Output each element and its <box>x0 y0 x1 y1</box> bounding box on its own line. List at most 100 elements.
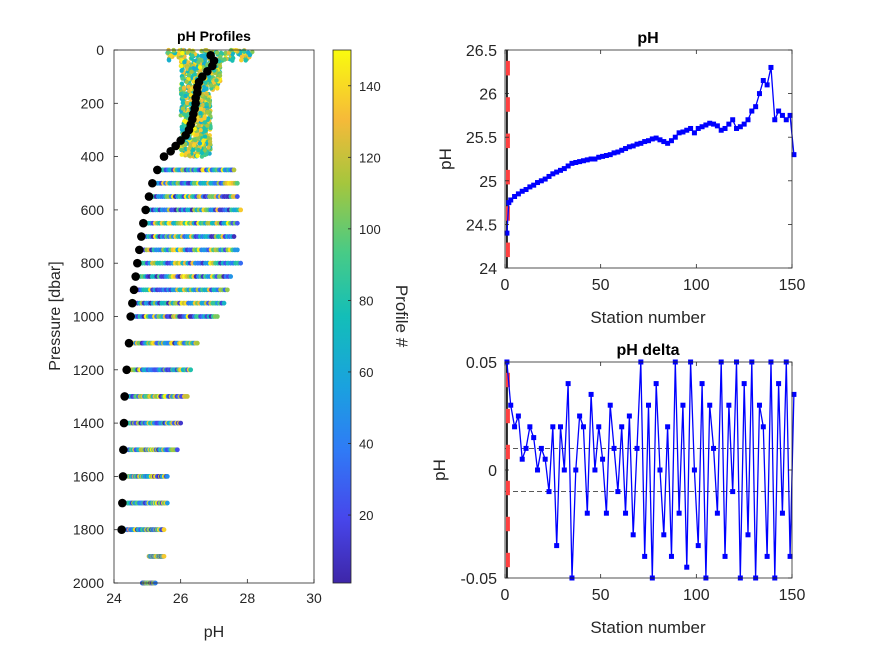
profile-point <box>176 51 182 57</box>
reference-profile-point <box>119 445 128 455</box>
series-point <box>554 169 560 175</box>
profile-point <box>190 53 195 58</box>
series-point <box>588 156 594 162</box>
series-point <box>756 402 762 408</box>
series-point <box>580 424 586 430</box>
series-point <box>657 467 663 473</box>
series-point <box>779 112 785 118</box>
x-tick-label: 150 <box>779 587 806 604</box>
series-point <box>577 413 583 419</box>
series-point <box>623 146 629 152</box>
series-point <box>561 467 567 473</box>
profile-point <box>206 135 211 141</box>
series-point <box>680 129 686 135</box>
profile-point <box>214 314 220 319</box>
y-tick-label: 0 <box>96 42 104 58</box>
profile-point <box>184 394 190 399</box>
x-tick-label: 24 <box>106 590 122 606</box>
series-point <box>546 173 552 179</box>
profile-point <box>199 53 204 59</box>
series-point <box>554 543 560 549</box>
profile-point <box>201 87 207 93</box>
profile-point <box>174 447 180 453</box>
series-point <box>764 553 770 559</box>
profile-point <box>180 50 185 56</box>
x-tick-label: 30 <box>306 590 322 606</box>
profile-point <box>234 194 240 199</box>
profile-point <box>200 102 206 108</box>
profile-point <box>221 300 227 306</box>
profile-point <box>181 112 187 117</box>
profile-point <box>194 340 200 346</box>
series-point <box>565 163 571 169</box>
y-tick-label: 200 <box>81 95 105 111</box>
series-point <box>699 381 705 387</box>
colorbar-tick-label: 140 <box>359 79 381 94</box>
series-point <box>596 424 602 430</box>
profile-point <box>198 128 203 133</box>
series-point <box>573 467 579 473</box>
profile-point <box>202 120 208 125</box>
reference-profile-point <box>153 165 162 175</box>
series-point <box>657 137 663 143</box>
profile-point <box>208 83 214 88</box>
profile-point <box>203 55 208 61</box>
profile-point <box>180 100 186 106</box>
profile-point <box>180 76 185 81</box>
reference-profile-point <box>131 272 140 281</box>
profile-point <box>228 274 234 279</box>
profiles-ticks: 24 26 28 30 0 200 400 600 800 1000 1200 1400 1600 180… <box>73 42 322 606</box>
series-point <box>691 467 697 473</box>
reference-profile-point <box>148 178 157 188</box>
colorbar-tick-label: 100 <box>359 222 381 237</box>
profiles-title: pH Profiles <box>177 28 251 44</box>
y-tick-label: 25.5 <box>466 130 497 147</box>
y-tick-label: 800 <box>81 255 105 271</box>
colorbar-tick-label: 60 <box>359 365 373 380</box>
profile-point <box>192 72 197 77</box>
reference-profile-point <box>118 472 128 481</box>
profiles-panel: 24 26 28 30 0 200 400 600 800 1000 1200 1400 1600 180… <box>47 28 411 641</box>
profile-point <box>191 147 196 153</box>
series-point <box>768 64 774 70</box>
series-point <box>791 391 797 397</box>
colorbar-tick-label: 80 <box>359 293 373 308</box>
series-point <box>603 153 609 159</box>
y-tick-label: 1600 <box>73 468 104 484</box>
series-point <box>527 184 533 190</box>
ph-data-layer <box>504 50 797 268</box>
profiles-y-label: Pressure [dbar] <box>47 261 64 370</box>
series-point <box>638 140 644 146</box>
profile-point <box>186 146 192 151</box>
series-point <box>646 138 651 144</box>
series-point <box>550 424 556 430</box>
series-point <box>626 413 632 419</box>
profile-point <box>180 106 186 111</box>
series-point <box>684 127 690 133</box>
reference-profile-point <box>129 285 139 295</box>
profiles-x-label: pH <box>204 624 224 641</box>
y-tick-label: 0.05 <box>466 355 497 372</box>
series-point <box>550 171 556 177</box>
series-point <box>580 158 586 164</box>
series-point <box>753 104 759 110</box>
series-point <box>619 147 625 153</box>
series-point <box>726 121 732 127</box>
profile-point <box>179 68 184 73</box>
series-point <box>573 159 579 165</box>
series-point <box>695 125 701 131</box>
y-tick-label: 1000 <box>73 309 104 325</box>
profile-point <box>238 49 243 54</box>
profile-point <box>205 117 210 123</box>
profile-point <box>168 53 174 58</box>
profile-point <box>161 553 167 559</box>
x-tick-label: 26 <box>173 590 189 606</box>
y-tick-label: 24 <box>479 261 497 278</box>
ph-x-label: Station number <box>590 308 706 327</box>
reference-profile-point <box>166 146 175 156</box>
profile-point <box>217 73 223 78</box>
profile-point <box>234 247 240 253</box>
series-point <box>726 402 732 408</box>
series-point <box>542 176 548 182</box>
